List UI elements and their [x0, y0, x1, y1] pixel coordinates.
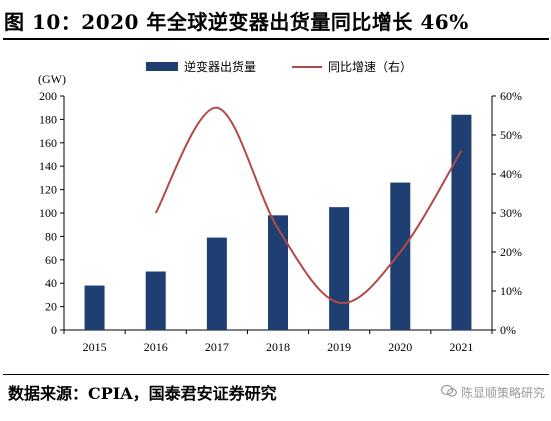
legend-bar-swatch [146, 62, 178, 71]
right-y-tick-label: 0% [500, 323, 516, 337]
left-y-tick-label: 80 [45, 229, 57, 243]
right-y-tick-label: 60% [500, 89, 522, 103]
chart-title: 图 10：2020 年全球逆变器出货量同比增长 46% [4, 10, 469, 34]
left-y-tick-label: 60 [45, 253, 57, 267]
x-tick-label: 2015 [83, 340, 107, 354]
legend-bar-label: 逆变器出货量 [184, 59, 256, 74]
title-rule [3, 38, 549, 40]
legend: 逆变器出货量 同比增速（右） [146, 59, 412, 74]
bar-2020 [390, 182, 411, 330]
left-y-tick-label: 40 [45, 276, 57, 290]
right-y-tick-label: 40% [500, 167, 522, 181]
right-y-tick-label: 50% [500, 128, 522, 142]
left-y-tick-label: 120 [39, 183, 57, 197]
growth-line [154, 106, 463, 304]
left-y-tick-label: 100 [39, 206, 57, 220]
bar-2015 [84, 285, 105, 330]
x-axis-ticks: 2015 2016 2017 2018 2019 2020 2021 [63, 330, 493, 354]
y-axis-unit: (GW) [38, 72, 66, 86]
bar-2017 [206, 237, 227, 330]
footer-rule [3, 374, 549, 375]
x-tick-label: 2019 [327, 340, 351, 354]
left-y-axis-ticks: 0 20 40 60 80 100 120 140 160 180 200 [39, 89, 64, 337]
chart: 逆变器出货量 同比增速（右） (GW) 2015 2016 2017 2018 2019… [38, 59, 522, 354]
left-y-tick-label: 160 [39, 136, 57, 150]
left-y-tick-label: 200 [39, 89, 57, 103]
left-y-tick-label: 180 [39, 112, 57, 126]
wechat-icon [440, 384, 457, 401]
right-y-tick-label: 10% [500, 284, 522, 298]
bar-2016 [145, 271, 166, 330]
watermark-text: 陈显顺策略研究 [460, 386, 545, 400]
bar-2019 [329, 207, 350, 330]
watermark: 陈显顺策略研究 [440, 384, 545, 401]
x-tick-label: 2018 [266, 340, 290, 354]
left-y-tick-label: 20 [45, 300, 57, 314]
source-note: 数据来源：CPIA，国泰君安证券研究 [8, 384, 277, 403]
left-y-tick-label: 140 [39, 159, 57, 173]
left-y-tick-label: 0 [51, 323, 57, 337]
right-y-tick-label: 20% [500, 245, 522, 259]
bars [84, 114, 472, 330]
right-y-tick-label: 30% [500, 206, 522, 220]
bar-2021 [451, 114, 472, 330]
bar-2018 [268, 215, 288, 330]
x-tick-label: 2016 [144, 340, 168, 354]
x-tick-label: 2020 [388, 340, 412, 354]
legend-line-label: 同比增速（右） [328, 59, 412, 74]
x-tick-label: 2021 [449, 340, 473, 354]
x-tick-label: 2017 [205, 340, 229, 354]
right-y-axis-ticks: 0% 10% 20% 30% 40% 50% 60% [492, 89, 522, 337]
